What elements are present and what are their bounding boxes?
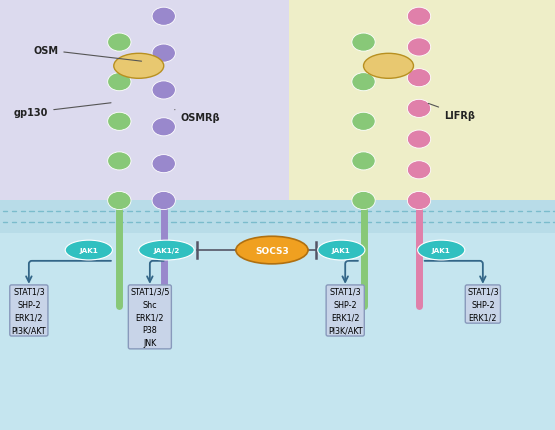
Text: STAT1/3/5
Shc
ERK1/2
P38
JNK: STAT1/3/5 Shc ERK1/2 P38 JNK (130, 287, 170, 347)
Circle shape (352, 74, 375, 92)
Text: JAK1: JAK1 (432, 248, 451, 253)
FancyBboxPatch shape (0, 0, 289, 217)
Ellipse shape (418, 241, 465, 260)
Text: JAK1: JAK1 (332, 248, 351, 253)
Circle shape (108, 192, 131, 210)
Text: LIFRβ: LIFRβ (428, 104, 475, 120)
Circle shape (407, 131, 431, 149)
Circle shape (108, 74, 131, 92)
Circle shape (152, 8, 175, 26)
Circle shape (407, 161, 431, 179)
Circle shape (352, 113, 375, 131)
Circle shape (108, 153, 131, 171)
Circle shape (407, 192, 431, 210)
Ellipse shape (65, 241, 112, 260)
Ellipse shape (364, 54, 413, 79)
Ellipse shape (317, 241, 365, 260)
Text: OSM: OSM (33, 46, 142, 62)
Circle shape (352, 192, 375, 210)
Circle shape (108, 34, 131, 52)
Text: STAT1/3
SHP-2
ERK1/2
PI3K/AKT: STAT1/3 SHP-2 ERK1/2 PI3K/AKT (328, 287, 362, 335)
Text: STAT1/3
SHP-2
ERK1/2: STAT1/3 SHP-2 ERK1/2 (467, 287, 498, 322)
FancyBboxPatch shape (0, 201, 555, 233)
Text: gp130: gp130 (14, 104, 111, 118)
Circle shape (352, 153, 375, 171)
Text: JAK1: JAK1 (79, 248, 98, 253)
Circle shape (407, 39, 431, 57)
Circle shape (152, 45, 175, 63)
Text: SOCS3: SOCS3 (255, 246, 289, 255)
Circle shape (407, 8, 431, 26)
Circle shape (407, 100, 431, 118)
Circle shape (152, 192, 175, 210)
Circle shape (152, 82, 175, 100)
Circle shape (407, 70, 431, 88)
Text: JAK1/2: JAK1/2 (153, 248, 180, 253)
FancyBboxPatch shape (289, 0, 555, 217)
Circle shape (352, 34, 375, 52)
Ellipse shape (236, 237, 308, 264)
Ellipse shape (114, 54, 164, 79)
Text: STAT1/3
SHP-2
ERK1/2
PI3K/AKT: STAT1/3 SHP-2 ERK1/2 PI3K/AKT (12, 287, 46, 335)
Text: OSMRβ: OSMRβ (175, 111, 220, 123)
Circle shape (152, 119, 175, 137)
Circle shape (108, 113, 131, 131)
Circle shape (152, 155, 175, 173)
Ellipse shape (139, 241, 194, 260)
